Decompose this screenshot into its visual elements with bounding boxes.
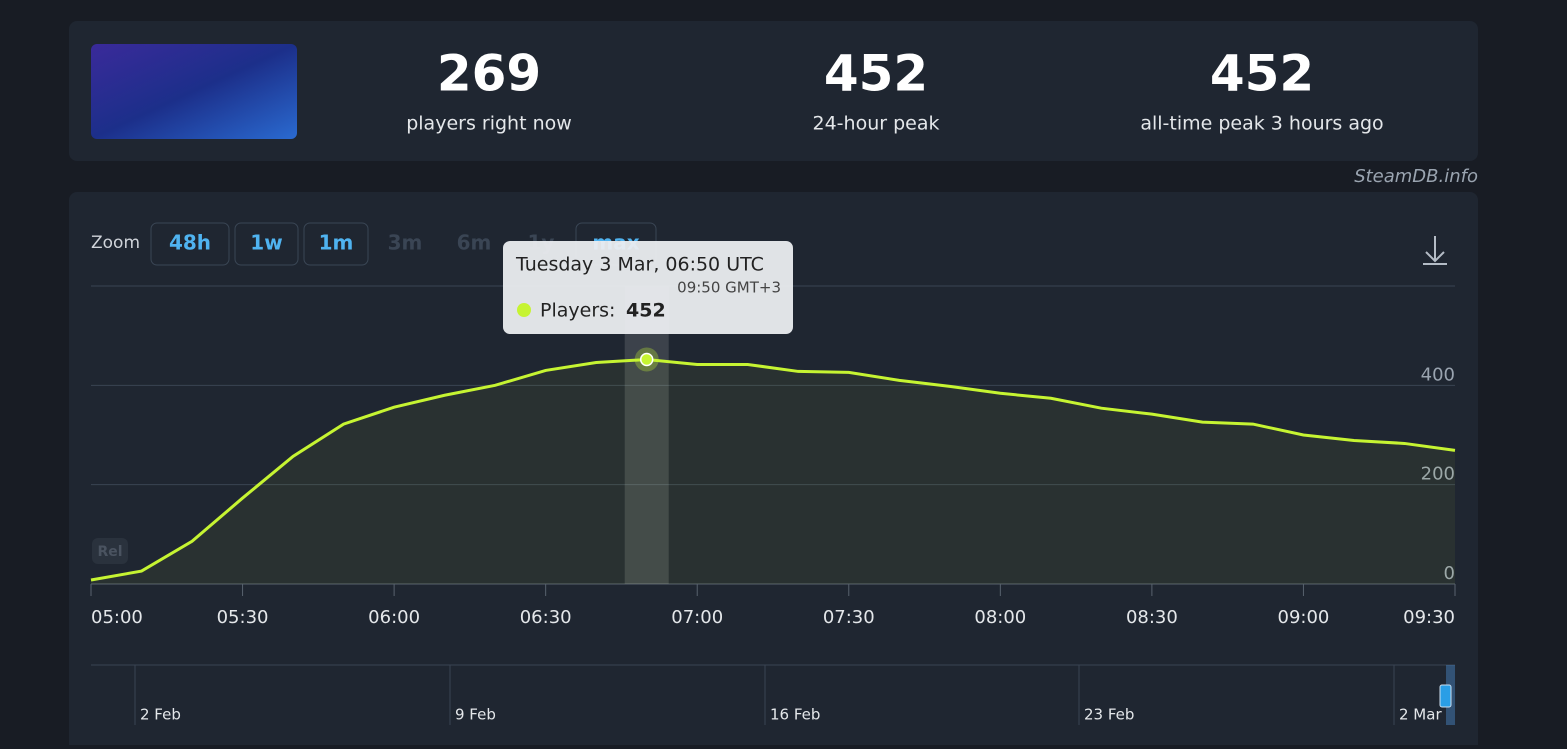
line-area	[91, 359, 1455, 584]
rel-label[interactable]: Rel	[97, 544, 122, 560]
x-tick-label: 08:30	[1126, 607, 1178, 628]
watermark: SteamDB.info	[1354, 166, 1478, 187]
stat-label: 24-hour peak	[813, 113, 940, 135]
zoom-button[interactable]	[234, 222, 299, 266]
x-tick-label: 05:30	[217, 607, 269, 628]
stat-label: players right now	[406, 113, 572, 135]
zoom-button[interactable]	[303, 222, 369, 266]
zoom-button-label[interactable]: 1m	[319, 231, 354, 255]
rel-badge[interactable]	[92, 538, 128, 564]
zoom-button-label[interactable]: 1w	[250, 231, 282, 255]
x-tick-label: 09:00	[1278, 607, 1330, 628]
download-icon[interactable]	[1423, 236, 1447, 265]
navigator-label: 2 Feb	[140, 706, 181, 724]
x-tick-label: 08:00	[974, 607, 1026, 628]
header-panel	[69, 21, 1478, 161]
x-tick-label: 05:00	[91, 607, 143, 628]
x-tick-label: 09:30	[1403, 607, 1455, 628]
x-tick-label: 06:00	[368, 607, 420, 628]
x-tick-label: 06:30	[520, 607, 572, 628]
stat-value: 269	[437, 45, 541, 103]
x-tick-label: 07:30	[823, 607, 875, 628]
y-tick-label: 0	[1444, 563, 1455, 584]
x-tick-label: 07:00	[671, 607, 723, 628]
chart-panel	[69, 192, 1478, 749]
tooltip-label: Players:	[540, 300, 615, 322]
hover-band	[624, 286, 669, 584]
navigator-label: 9 Feb	[455, 706, 496, 724]
tooltip-value: 452	[626, 300, 666, 322]
game-image[interactable]	[91, 44, 297, 139]
y-tick-label: 400	[1421, 364, 1455, 385]
tooltip-title: Tuesday 3 Mar, 06:50 UTC	[515, 254, 764, 276]
stat-value: 452	[824, 45, 928, 103]
zoom-button-label[interactable]: 3m	[388, 231, 423, 255]
zoom-button-label[interactable]: 48h	[169, 231, 211, 255]
zoom-label: Zoom	[91, 233, 140, 253]
line	[90, 358, 1456, 582]
zoom-button[interactable]	[150, 222, 230, 266]
navigator-label: 2 Mar	[1399, 706, 1442, 724]
hover-point	[639, 352, 654, 367]
navigator-label: 16 Feb	[770, 706, 820, 724]
y-tick-label: 200	[1421, 464, 1455, 485]
tooltip	[503, 241, 793, 334]
zoom-button-label[interactable]: 6m	[457, 231, 492, 255]
navigator-handle[interactable]	[1439, 684, 1452, 708]
tooltip-dot	[517, 303, 531, 317]
navigator-label: 23 Feb	[1084, 706, 1134, 724]
stat-label: all-time peak 3 hours ago	[1140, 113, 1383, 135]
tooltip-subtitle: 09:50 GMT+3	[677, 279, 781, 297]
stat-value: 452	[1210, 45, 1314, 103]
